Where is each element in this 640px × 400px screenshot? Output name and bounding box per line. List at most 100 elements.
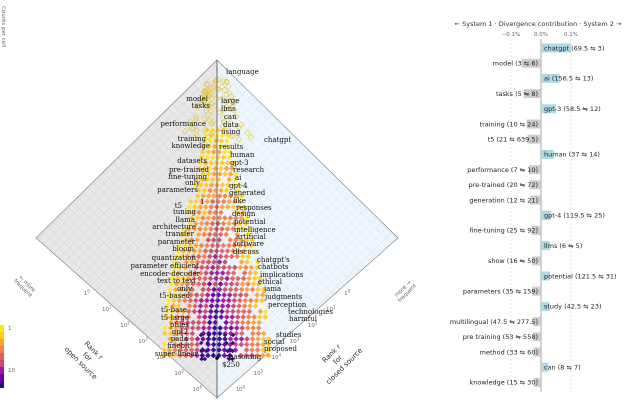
divergence-bar[interactable] <box>532 256 541 266</box>
heat-cell <box>187 118 194 125</box>
heat-cell <box>177 352 184 359</box>
system-1-word: super-linear <box>155 350 199 358</box>
heat-cell <box>213 247 220 255</box>
heat-cell <box>197 181 204 189</box>
heat-cell <box>205 286 212 293</box>
heat-cell <box>209 128 216 136</box>
system-1-word: t5 <box>175 202 182 210</box>
divergence-bar[interactable] <box>521 58 542 68</box>
heat-cell <box>209 242 216 249</box>
rank-tick-system-1: 105 <box>174 369 184 378</box>
divergence-bar[interactable] <box>533 332 541 342</box>
heat-cell <box>239 209 247 216</box>
heat-cell <box>166 352 173 359</box>
heat-cell <box>187 198 194 205</box>
heat-cell <box>208 90 216 97</box>
divergence-bar[interactable] <box>529 180 541 190</box>
heat-cell <box>254 286 262 293</box>
divergence-bar[interactable] <box>541 104 556 114</box>
divergence-bar[interactable] <box>532 286 541 296</box>
heat-cell <box>196 313 203 321</box>
heat-cell <box>199 356 204 362</box>
heat-cell <box>192 242 200 249</box>
heat-cell <box>205 340 210 346</box>
heat-cell <box>192 220 200 227</box>
heat-cell <box>234 209 241 216</box>
heat-cell <box>216 192 223 200</box>
heat-cell <box>171 291 178 299</box>
heat-cell <box>220 291 228 299</box>
divergence-bar[interactable] <box>529 165 541 175</box>
heat-cell <box>241 269 248 277</box>
heat-cell <box>249 330 256 337</box>
divergence-bar[interactable] <box>533 347 542 357</box>
heat-cell <box>212 275 220 282</box>
system-2-grid <box>217 60 398 398</box>
heat-cell <box>219 302 226 310</box>
divergence-bar[interactable] <box>530 195 541 205</box>
divergence-bar[interactable] <box>532 317 541 327</box>
heat-cell <box>194 341 201 348</box>
divergence-bar[interactable] <box>531 225 541 235</box>
heat-cell <box>195 209 203 216</box>
divergence-bar[interactable] <box>541 271 550 281</box>
colorbar-segment <box>0 346 4 353</box>
heat-cell <box>226 90 233 97</box>
divergence-bar[interactable] <box>541 301 550 311</box>
heat-cell <box>208 302 215 310</box>
heat-cell <box>234 253 241 260</box>
divergence-bar[interactable] <box>541 210 552 220</box>
divergence-bar[interactable] <box>541 43 571 53</box>
heat-cell <box>249 236 256 244</box>
rank-tick-exponent: 6 <box>200 385 203 390</box>
heat-cell <box>195 231 202 238</box>
rank-tick-exponent: 3 <box>297 337 300 342</box>
system-2-word: results <box>219 143 244 151</box>
colorbar-segment <box>0 381 4 388</box>
divergence-bar[interactable] <box>523 89 541 99</box>
divergence-bar[interactable] <box>533 377 541 387</box>
heat-cell <box>221 97 229 105</box>
heat-cell <box>238 214 245 222</box>
heat-cell <box>223 319 230 326</box>
heat-cell <box>202 88 210 95</box>
heat-cell <box>226 176 233 183</box>
heat-cell <box>227 335 234 343</box>
heat-cell <box>179 319 186 326</box>
heat-cell <box>186 269 193 277</box>
heat-cell <box>210 258 218 266</box>
heat-cell <box>221 214 229 222</box>
divergence-bar[interactable] <box>541 241 550 251</box>
heat-cell <box>248 352 256 359</box>
heat-cell <box>217 187 225 194</box>
divergence-bar[interactable] <box>526 119 541 129</box>
heat-cell <box>237 198 244 205</box>
heat-cell <box>187 242 194 249</box>
heat-cell <box>173 280 180 288</box>
heat-cell <box>217 231 224 238</box>
heat-cell <box>227 214 234 222</box>
heat-cell <box>195 165 203 172</box>
heat-cell <box>232 113 240 120</box>
heat-cell <box>225 348 231 354</box>
heat-cell <box>168 319 175 326</box>
system-1-word: only <box>185 179 200 187</box>
system-2-word: ai <box>235 174 242 182</box>
divergence-bar[interactable] <box>527 134 542 144</box>
bar-label: pre training (53 ⇋ 558) <box>463 333 538 341</box>
system-1-word: training <box>178 135 207 143</box>
divergence-bar[interactable] <box>541 73 560 83</box>
heat-cell <box>193 198 200 205</box>
bar-label: training (10 ⇋ 24) <box>480 120 538 128</box>
heat-cell <box>234 187 241 194</box>
divergence-bar[interactable] <box>541 362 549 372</box>
rank-tick-system-1: 104 <box>156 353 166 362</box>
heat-cell <box>219 159 226 167</box>
heat-cell <box>195 319 202 326</box>
heat-cell <box>237 121 245 129</box>
colorbar-title: Counts per cell <box>0 6 6 48</box>
divergence-bar[interactable] <box>541 149 554 159</box>
heat-cell <box>230 348 235 354</box>
heat-cell <box>211 324 218 332</box>
